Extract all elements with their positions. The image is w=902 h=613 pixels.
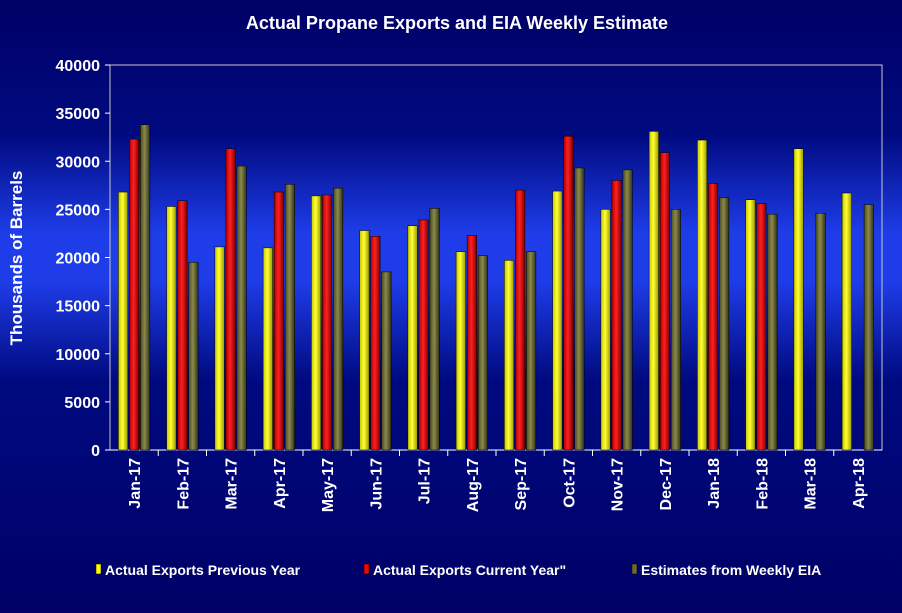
bar-actual-exports-current-year bbox=[370, 236, 381, 451]
bar-estimates-from-weekly-eia bbox=[767, 213, 778, 451]
bar-actual-exports-current-year bbox=[659, 152, 670, 451]
bar-actual-exports-previous-year bbox=[552, 190, 563, 451]
bar-estimates-from-weekly-eia bbox=[670, 209, 681, 451]
legend-swatch bbox=[363, 563, 370, 575]
bar-actual-exports-current-year bbox=[322, 194, 333, 451]
legend-swatch bbox=[95, 563, 102, 575]
bar-estimates-from-weekly-eia bbox=[381, 271, 392, 451]
bar-actual-exports-previous-year bbox=[407, 225, 418, 451]
y-tick-label: 20000 bbox=[56, 251, 101, 268]
x-tick-label: Oct-17 bbox=[561, 458, 578, 508]
legend-label: Estimates from Weekly EIA bbox=[641, 562, 821, 578]
y-tick-label: 25000 bbox=[56, 202, 101, 219]
y-tick-label: 15000 bbox=[56, 299, 101, 316]
bar-actual-exports-previous-year bbox=[600, 209, 611, 451]
legend-item: Estimates from Weekly EIA bbox=[631, 562, 821, 578]
bar-estimates-from-weekly-eia bbox=[622, 169, 633, 451]
bar-actual-exports-current-year bbox=[708, 183, 719, 451]
bar-estimates-from-weekly-eia bbox=[526, 251, 537, 451]
bar-estimates-from-weekly-eia bbox=[236, 165, 247, 451]
bar-actual-exports-previous-year bbox=[793, 148, 804, 451]
bar-actual-exports-previous-year bbox=[118, 191, 129, 451]
bar-estimates-from-weekly-eia bbox=[719, 197, 730, 451]
plot-area: 0 5000 10000 15000 20000 25000 30000 35000 40000… bbox=[56, 58, 883, 512]
bar-estimates-from-weekly-eia bbox=[429, 208, 440, 451]
bar-actual-exports-previous-year bbox=[166, 206, 177, 451]
bar-actual-exports-previous-year bbox=[262, 247, 273, 451]
x-tick-label: Feb-17 bbox=[175, 458, 192, 510]
bar-actual-exports-previous-year bbox=[745, 199, 756, 451]
x-tick-label: Mar-18 bbox=[803, 458, 820, 510]
y-tick-label: 30000 bbox=[56, 154, 101, 171]
y-tick-label: 0 bbox=[91, 443, 100, 460]
x-tick-label: Jan-17 bbox=[127, 458, 144, 509]
y-axis-label: Thousands of Barrels bbox=[7, 171, 26, 346]
bar-estimates-from-weekly-eia bbox=[333, 187, 344, 451]
x-tick-label: Sep-17 bbox=[513, 458, 530, 511]
bar-actual-exports-current-year bbox=[129, 138, 140, 451]
bar-actual-exports-previous-year bbox=[697, 139, 708, 451]
bar-actual-exports-current-year bbox=[225, 148, 236, 451]
bar-estimates-from-weekly-eia bbox=[815, 212, 826, 451]
y-tick-label: 5000 bbox=[64, 395, 100, 412]
bar-estimates-from-weekly-eia bbox=[284, 184, 295, 451]
x-tick-label: Apr-18 bbox=[851, 458, 868, 509]
x-tick-label: Dec-17 bbox=[658, 458, 675, 511]
chart-title: Actual Propane Exports and EIA Weekly Es… bbox=[246, 13, 668, 33]
x-tick-label: Nov-17 bbox=[610, 458, 627, 511]
bar-actual-exports-previous-year bbox=[359, 230, 370, 451]
x-tick-label: May-17 bbox=[320, 458, 337, 512]
x-tick-label: Apr-17 bbox=[272, 458, 289, 509]
y-tick-label: 35000 bbox=[56, 106, 101, 123]
legend-item: Actual Exports Previous Year bbox=[95, 562, 301, 578]
bar-actual-exports-previous-year bbox=[504, 260, 515, 451]
x-tick-label: Jun-17 bbox=[368, 458, 385, 510]
bar-actual-exports-current-year bbox=[177, 200, 188, 451]
y-tick-label: 40000 bbox=[56, 58, 101, 75]
bar-estimates-from-weekly-eia bbox=[863, 204, 874, 451]
bar-estimates-from-weekly-eia bbox=[140, 124, 151, 451]
legend-label: Actual Exports Current Year" bbox=[373, 562, 566, 578]
bar-actual-exports-current-year bbox=[273, 191, 284, 451]
bar-estimates-from-weekly-eia bbox=[574, 167, 585, 451]
bar-estimates-from-weekly-eia bbox=[477, 255, 488, 451]
bar-actual-exports-previous-year bbox=[311, 195, 322, 451]
bar-actual-exports-previous-year bbox=[455, 251, 466, 451]
bar-actual-exports-current-year bbox=[611, 180, 622, 451]
x-tick-label: Jul-17 bbox=[417, 458, 434, 504]
x-tick-label: Feb-18 bbox=[754, 458, 771, 510]
bar-actual-exports-current-year bbox=[418, 219, 429, 451]
y-tick-label: 10000 bbox=[56, 347, 101, 364]
x-tick-label: Mar-17 bbox=[224, 458, 241, 510]
bar-actual-exports-previous-year bbox=[648, 131, 659, 451]
legend-swatch bbox=[631, 563, 638, 575]
legend-item: Actual Exports Current Year" bbox=[363, 562, 566, 578]
bar-actual-exports-previous-year bbox=[214, 246, 225, 451]
bar-actual-exports-current-year bbox=[466, 235, 477, 451]
bar-estimates-from-weekly-eia bbox=[188, 262, 199, 451]
x-tick-label: Jan-18 bbox=[706, 458, 723, 509]
legend: Actual Exports Previous Year Actual Expor… bbox=[95, 562, 821, 578]
bar-actual-exports-current-year bbox=[563, 135, 574, 451]
x-tick-label: Aug-17 bbox=[465, 458, 482, 512]
bar-actual-exports-current-year bbox=[515, 189, 526, 451]
bar-actual-exports-previous-year bbox=[841, 192, 852, 451]
bar-actual-exports-current-year bbox=[756, 203, 767, 451]
legend-label: Actual Exports Previous Year bbox=[105, 562, 301, 578]
